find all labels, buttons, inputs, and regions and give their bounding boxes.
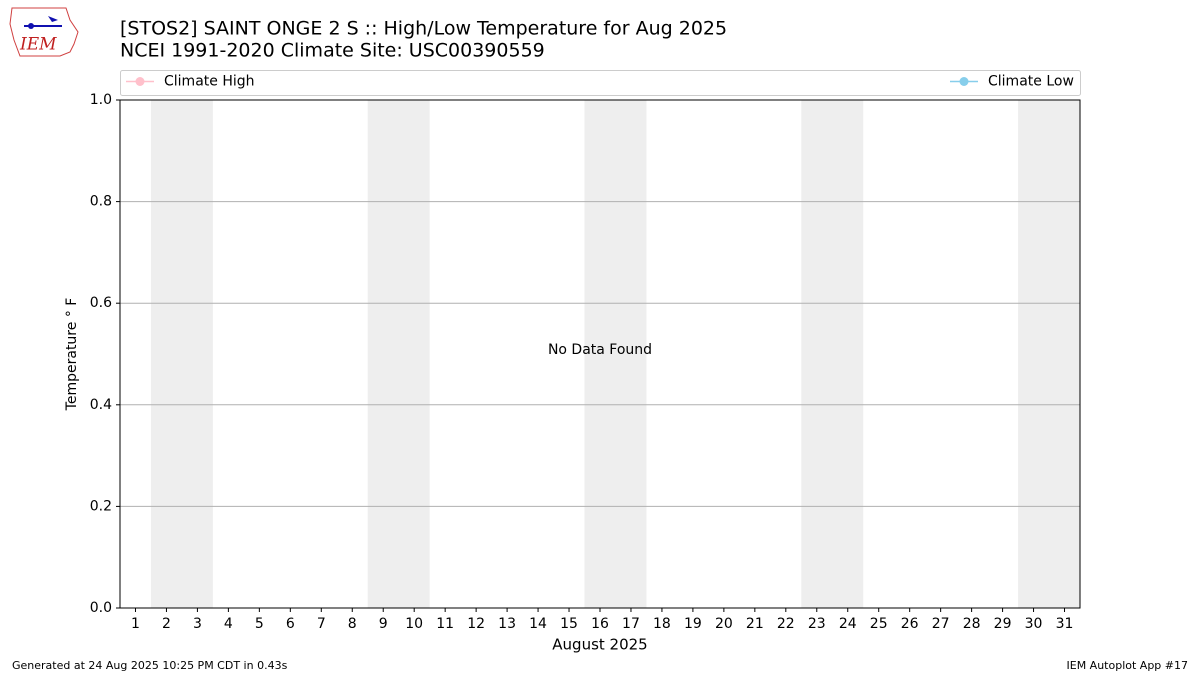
x-tick-label: 24 [839,616,857,632]
chart-title: [STOS2] SAINT ONGE 2 S :: High/Low Tempe… [120,18,727,40]
x-tick-label: 4 [224,616,233,632]
x-tick-label: 9 [379,616,388,632]
x-tick-label: 17 [622,616,640,632]
x-tick-label: 23 [808,616,826,632]
weekend-band [584,100,647,608]
x-tick-label: 28 [963,616,981,632]
footer-left: Generated at 24 Aug 2025 10:25 PM CDT in… [12,659,288,672]
y-tick-label: 0.0 [90,600,112,616]
legend-box [120,70,1081,96]
legend-marker [959,77,969,86]
x-tick-label: 5 [255,616,264,632]
x-tick-label: 1 [131,616,140,632]
x-tick-label: 31 [1056,616,1074,632]
legend-label: Climate Low [988,74,1074,90]
y-axis-label: Temperature ° F [64,298,80,412]
x-tick-label: 22 [777,616,795,632]
legend-label: Climate High [164,74,255,90]
x-tick-label: 8 [348,616,357,632]
x-tick-label: 11 [436,616,454,632]
x-tick-label: 14 [529,616,547,632]
y-tick-label: 1.0 [90,92,112,108]
annotation: No Data Found [548,342,652,358]
x-tick-label: 25 [870,616,888,632]
x-tick-label: 13 [498,616,516,632]
legend-marker [135,77,145,86]
x-tick-label: 10 [405,616,423,632]
y-tick-label: 0.6 [90,295,112,311]
y-tick-label: 0.4 [90,397,112,413]
logo: IEM [9,7,79,57]
x-axis-label: August 2025 [552,636,647,654]
x-tick-label: 19 [684,616,702,632]
x-tick-label: 15 [560,616,578,632]
x-tick-label: 21 [746,616,764,632]
x-tick-label: 20 [715,616,733,632]
logo-text: IEM [19,35,57,55]
x-tick-label: 18 [653,616,671,632]
x-tick-label: 26 [901,616,919,632]
plot-frame [119,99,1081,609]
weekend-band [801,100,864,608]
x-tick-label: 7 [317,616,326,632]
footer-right: IEM Autoplot App #17 [1067,659,1189,672]
x-tick-label: 12 [467,616,485,632]
weekend-band [367,100,430,608]
x-tick-label: 29 [994,616,1012,632]
x-tick-label: 6 [286,616,295,632]
weekend-band [150,100,213,608]
x-tick-label: 3 [193,616,202,632]
x-tick-label: 16 [591,616,609,632]
x-tick-label: 27 [932,616,950,632]
x-tick-label: 2 [162,616,171,632]
y-tick-label: 0.8 [90,194,112,210]
chart-subtitle: NCEI 1991-2020 Climate Site: USC00390559 [120,40,545,62]
y-tick-label: 0.2 [90,498,112,514]
x-tick-label: 30 [1025,616,1043,632]
weekend-band [1018,100,1080,608]
